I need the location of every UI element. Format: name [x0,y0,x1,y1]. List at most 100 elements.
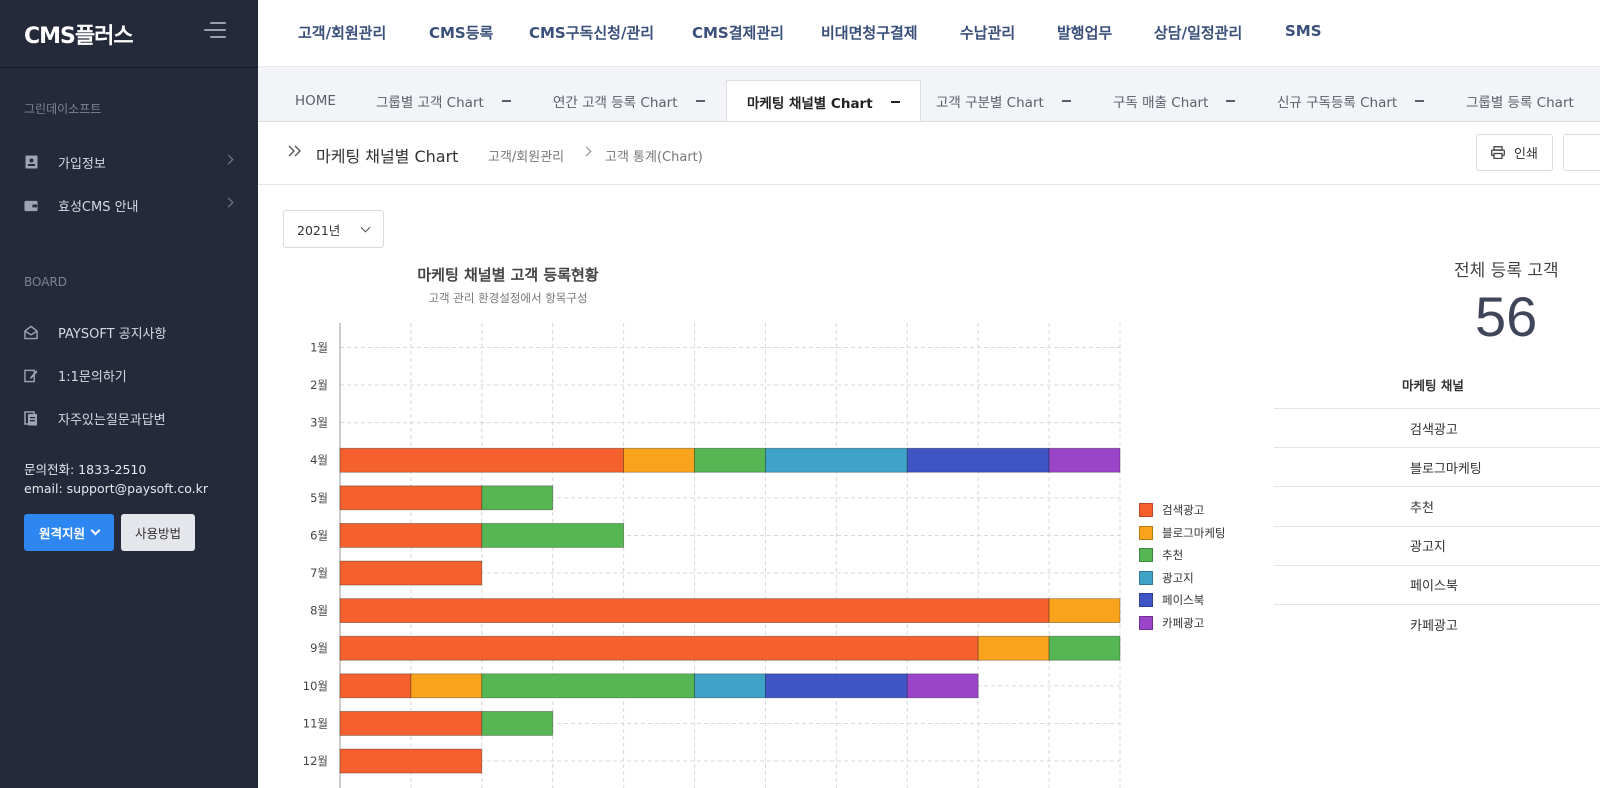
nav-customer-management[interactable]: 고객/회원관리 [298,24,387,42]
total-customers-value: 56 [1475,285,1538,348]
chart-subtitle: 고객 관리 환경설정에서 항목구성 [428,291,588,305]
tab-subscription-sales-chart[interactable]: 구독 매출 Chart [1113,80,1236,121]
legend-item[interactable]: 추천 [1139,544,1225,567]
contact-email: email: support@paysoft.co.kr [24,481,209,496]
bar-segment[interactable] [339,447,625,473]
sidebar-item-label: 가입정보 [58,156,106,172]
print-button[interactable]: 인쇄 [1476,134,1553,171]
printer-icon [1491,146,1505,159]
legend-swatch [1139,548,1153,563]
bar-segment[interactable] [765,673,908,699]
tab-group-customer-chart[interactable]: 그룹별 고객 Chart [376,80,511,121]
legend-item[interactable]: 블로그마케팅 [1139,522,1225,545]
bar-segment[interactable] [339,635,979,661]
bar-segment[interactable] [1048,598,1121,624]
y-tick-label: 4월 [310,453,328,467]
year-select[interactable]: 2021년 [283,210,384,248]
nav-cms-register[interactable]: CMS등록 [429,24,494,42]
bar-segment[interactable] [339,673,412,699]
menu-toggle-icon[interactable] [204,22,226,40]
y-tick-label: 3월 [310,416,328,430]
bar-segment[interactable] [1048,447,1121,473]
legend-label: 블로그마케팅 [1162,525,1226,540]
stacked-bar-chart: 1월 2월 3월 4월 5월 6월 7월 8월 9월 10월 11월 12월 [303,323,1121,788]
sidebar-item-inquiry[interactable]: 1:1문의하기 [0,357,258,393]
tab-home[interactable]: HOME [295,80,336,121]
tab-label: 신규 구독등록 Chart [1277,95,1398,111]
tab-group-registration-chart[interactable]: 그룹별 등록 Chart [1466,80,1574,121]
logo[interactable]: CMS플러스 [24,24,134,49]
bar-segment[interactable] [694,673,766,699]
tab-marketing-channel-chart[interactable]: 마케팅 채널별 Chart [726,80,921,121]
bar-segment[interactable] [765,447,908,473]
y-tick-label: 10월 [303,679,328,693]
breadcrumb-link-customer[interactable]: 고객/회원관리 [488,150,565,165]
print-label: 인쇄 [1514,147,1538,162]
bar-segment[interactable] [481,523,625,548]
bar-segment[interactable] [339,485,483,511]
extra-action-button[interactable] [1563,134,1600,171]
bar-segment[interactable] [906,673,979,699]
y-tick-label: 8월 [310,604,328,618]
legend-swatch [1139,570,1153,585]
usage-guide-button[interactable]: 사용방법 [121,514,195,551]
sidebar-item-signup-info[interactable]: 가입정보 [0,144,258,180]
legend-item[interactable]: 카페광고 [1139,612,1225,635]
nav-cms-subscription[interactable]: CMS구독신청/관리 [529,24,655,42]
channel-table-row: 블로그마케팅 [1274,447,1600,486]
remote-support-button[interactable]: 원격지원 [24,514,114,551]
tab-customer-type-chart[interactable]: 고객 구분별 Chart [936,80,1071,121]
wallet-icon [24,198,38,212]
nav-consult-schedule[interactable]: 상담/일정관리 [1154,24,1243,42]
channel-name: 페이스북 [1410,579,1458,595]
legend-swatch [1139,615,1153,630]
bar-segment[interactable] [339,748,483,774]
bar-segment[interactable] [481,673,695,699]
y-tick-label: 12월 [303,754,328,768]
legend-label: 카페광고 [1162,615,1205,630]
bar-segment[interactable] [339,598,1050,624]
close-tab-icon[interactable] [501,100,511,102]
legend-item[interactable]: 페이스북 [1139,589,1225,612]
sidebar-item-label: 효성CMS 안내 [58,199,139,215]
nav-cms-payment[interactable]: CMS결제관리 [692,24,784,42]
bar-segment[interactable] [694,447,766,473]
bar-segment[interactable] [623,447,695,473]
bar-segment[interactable] [1048,635,1121,661]
contact-phone: 문의전화: 1833-2510 [24,462,147,477]
channel-name: 블로그마케팅 [1410,461,1482,477]
legend-item[interactable]: 검색광고 [1139,499,1225,522]
close-tab-icon[interactable] [695,100,705,102]
channel-name: 광고지 [1410,540,1446,556]
bar-segment[interactable] [977,635,1050,661]
bar-segment[interactable] [481,485,554,511]
legend-item[interactable]: 광고지 [1139,567,1225,590]
close-tab-icon[interactable] [1226,100,1236,102]
top-navigation: 고객/회원관리 CMS등록 CMS구독신청/관리 CMS결제관리 비대면청구결제… [258,0,1600,67]
bar-segment[interactable] [906,447,1050,473]
tab-new-subscription-chart[interactable]: 신규 구독등록 Chart [1277,80,1425,121]
bar-segment[interactable] [339,560,483,586]
channel-name: 검색광고 [1410,422,1458,438]
year-select-value: 2021년 [297,222,341,238]
close-tab-icon[interactable] [1061,100,1071,102]
document-icon [24,410,38,425]
tab-annual-registration-chart[interactable]: 연간 고객 등록 Chart [553,80,705,121]
bar-segment[interactable] [339,711,483,736]
sidebar: CMS플러스 그린데이소프트 가입정보 효성CMS 안내 BOARD PAYSO… [0,0,258,788]
sidebar-item-notice[interactable]: PAYSOFT 공지사항 [0,314,258,350]
bar-segment[interactable] [339,523,483,548]
nav-receipt-management[interactable]: 수납관리 [960,24,1016,42]
sidebar-item-hyosung-cms[interactable]: 효성CMS 안내 [0,187,258,223]
legend-label: 검색광고 [1162,503,1205,518]
nav-remote-billing[interactable]: 비대면청구결제 [821,24,918,42]
nav-issuing[interactable]: 발행업무 [1057,24,1113,42]
bar-segment[interactable] [410,673,483,699]
bar-segment[interactable] [481,711,554,736]
channel-table-row: 카페광고 [1274,604,1600,643]
y-tick-label: 9월 [310,641,328,655]
close-tab-icon[interactable] [890,100,900,103]
sidebar-item-faq[interactable]: 자주있는질문과답변 [0,400,258,436]
close-tab-icon[interactable] [1415,100,1425,102]
nav-sms[interactable]: SMS [1285,22,1322,40]
